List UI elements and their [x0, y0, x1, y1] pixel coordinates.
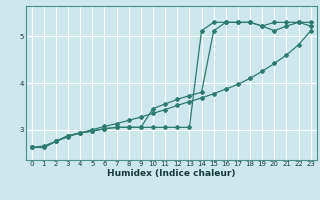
- X-axis label: Humidex (Indice chaleur): Humidex (Indice chaleur): [107, 169, 236, 178]
